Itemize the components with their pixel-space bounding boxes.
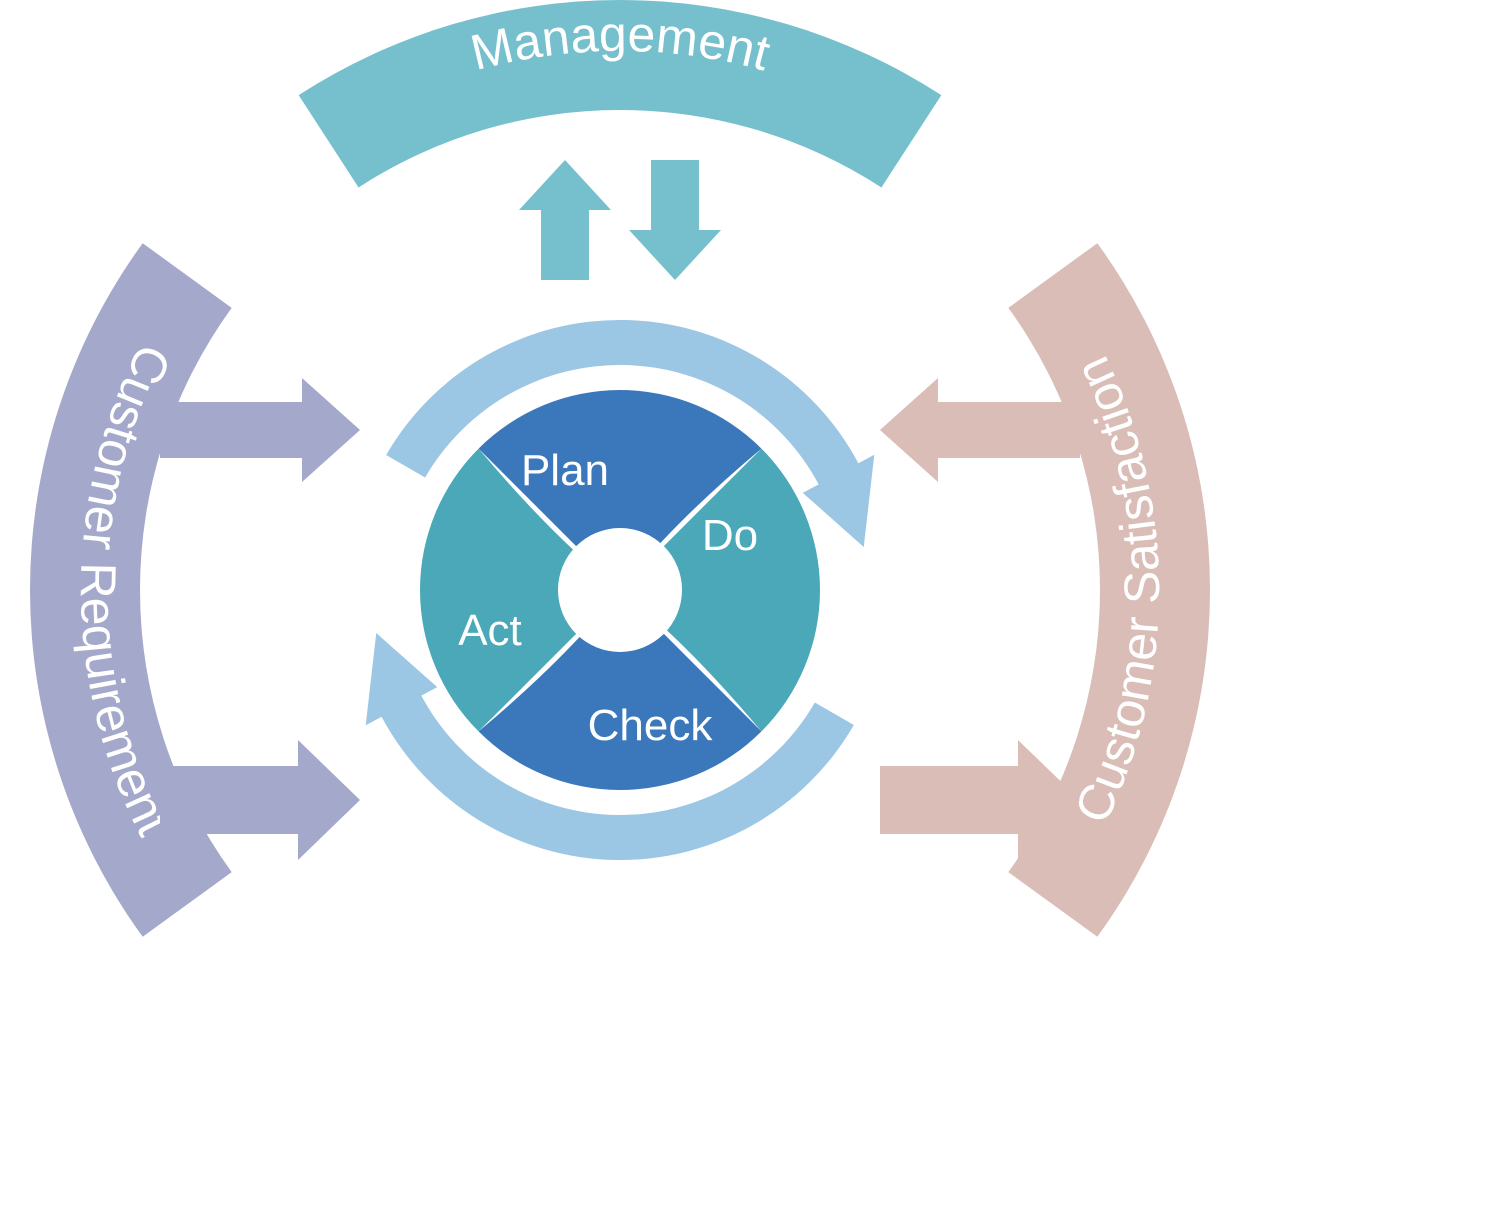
arrow-right-icon: [160, 378, 360, 482]
arrow-left-icon: [880, 378, 1080, 482]
pdca-management-diagram: Management Customer Requirement Customer…: [0, 0, 1500, 1211]
arrow-down-icon: [629, 160, 721, 280]
arrow-up-icon: [519, 160, 611, 280]
label-act: Act: [458, 606, 522, 655]
pdca-hub: [558, 528, 682, 652]
label-plan: Plan: [521, 446, 609, 495]
label-check: Check: [588, 701, 714, 750]
label-do: Do: [702, 511, 758, 560]
